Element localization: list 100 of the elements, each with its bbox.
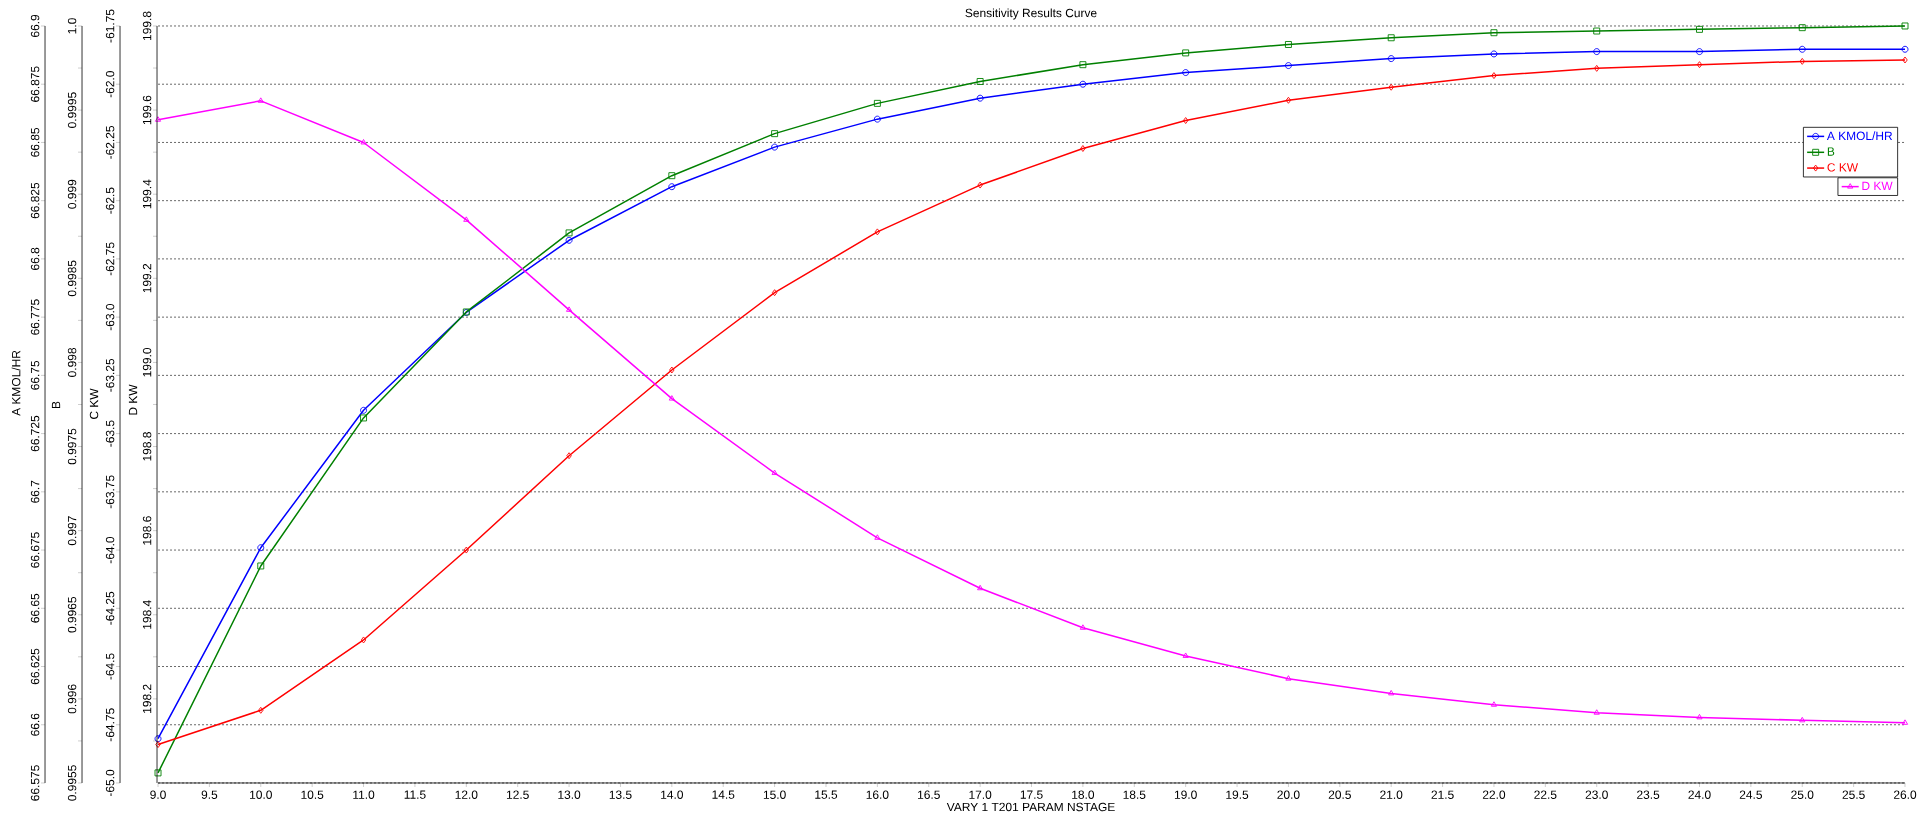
point [257,97,264,103]
point [1182,49,1190,57]
point [874,228,881,236]
point [874,534,881,540]
point [873,99,881,107]
y2-tick-label: 0.9965 [67,596,77,633]
point [1080,145,1086,152]
y3-tick-label: -63.5 [105,420,115,447]
y2-tick-label: 0.996 [67,684,77,714]
point [1182,117,1189,124]
x-tick-label: 16.5 [918,790,940,799]
y-tick-label: 66.725 [30,415,40,452]
point [1079,61,1087,69]
y3-tick-label: -64.5 [105,653,115,680]
y-tick-label: 66.625 [30,648,40,685]
point [669,366,675,374]
point [1696,61,1703,69]
x-tick-label: 14.0 [661,790,684,799]
point [566,452,572,460]
x-tick-label: 25.5 [1842,790,1865,799]
x-tick-label: 11.5 [404,790,426,799]
x-tick-label: 22.0 [1482,790,1506,799]
x-tick-label: 24.5 [1739,790,1762,799]
x-tick-label: 22.5 [1534,790,1557,799]
point [463,546,470,554]
y-tick-label: 66.8 [30,247,40,270]
point [771,143,779,151]
y-tick-label: 199.6 [142,95,152,125]
y-tick-label: 198.2 [142,684,152,713]
y3-tick-label: -65.0 [105,769,115,797]
point [1798,45,1806,53]
point [258,706,264,714]
point [771,289,778,297]
legend-label: C KW [1827,163,1859,172]
y-tick-label: 198.6 [142,516,152,545]
legend-label: D KW [1862,181,1893,190]
point [1285,96,1292,104]
x-tick-label: 23.0 [1585,790,1608,799]
point [1696,25,1703,33]
y2-tick-label: 0.9985 [67,260,77,297]
point [1902,56,1908,64]
y-tick-label: 66.9 [30,14,40,37]
y-tick-label: 66.575 [30,765,40,801]
y2-tick-label: 0.998 [67,348,77,377]
y-tick-label: 66.675 [30,532,40,568]
y-tick-label: 198.4 [142,600,152,629]
point [668,395,675,401]
legend-label: A KMOL/HR [1826,131,1893,141]
y-tick-label: 198.8 [142,432,152,461]
point [360,636,367,644]
point [1284,62,1292,70]
x-tick-label: 21.0 [1380,790,1403,799]
x-tick-label: 24.0 [1688,790,1711,799]
point [1798,24,1806,32]
x-tick-label: 16.0 [866,790,889,799]
x-tick-label: 15.5 [815,790,838,799]
point [1593,27,1601,35]
y-axis-title: D KW [128,384,138,415]
point [566,306,573,312]
point [1285,675,1292,681]
x-tick-label: 19.0 [1174,790,1197,799]
y2-tick-label: 0.9955 [67,765,77,801]
point [257,562,265,570]
y-tick-label: 66.875 [30,66,40,102]
point [977,584,984,591]
x-tick-label: 20.0 [1277,790,1300,799]
point [1901,22,1909,30]
x-tick-label: 19.5 [1226,790,1249,799]
y3-axis-title: C KW [89,388,99,419]
x-tick-label: 25.0 [1791,790,1814,799]
point [1594,64,1600,72]
x-tick-label: 12.0 [455,790,478,799]
point [360,406,367,414]
y-tick-label: 199.2 [142,263,152,293]
point [565,236,573,244]
y-tick-label: 199.0 [142,347,152,377]
x-tick-label: 17.5 [1020,790,1043,799]
point [771,469,778,475]
x-tick-label: 10.5 [301,790,324,799]
chart-title: Sensitivity Results Curve [965,8,1097,20]
point [1079,624,1086,630]
point [360,139,367,145]
point [463,216,470,222]
y-tick-label: 199.4 [142,179,152,209]
y-axis-title: A KMOL/HR [11,350,21,416]
point [1799,716,1806,723]
x-tick-label: 20.5 [1328,790,1351,799]
y-tick-label: 66.75 [30,360,40,390]
point [565,229,573,237]
y2-tick-label: 0.9995 [67,92,77,128]
point [668,172,676,180]
x-tick-label: 21.5 [1431,790,1454,799]
point [771,130,779,138]
y3-tick-label: -62.5 [105,187,115,214]
y-tick-label: 66.775 [30,299,40,335]
point [1284,41,1292,48]
x-tick-label: 9.0 [150,790,166,799]
point [1388,689,1395,696]
y-tick-label: 66.85 [30,127,40,157]
y3-tick-label: -64.0 [105,536,115,564]
